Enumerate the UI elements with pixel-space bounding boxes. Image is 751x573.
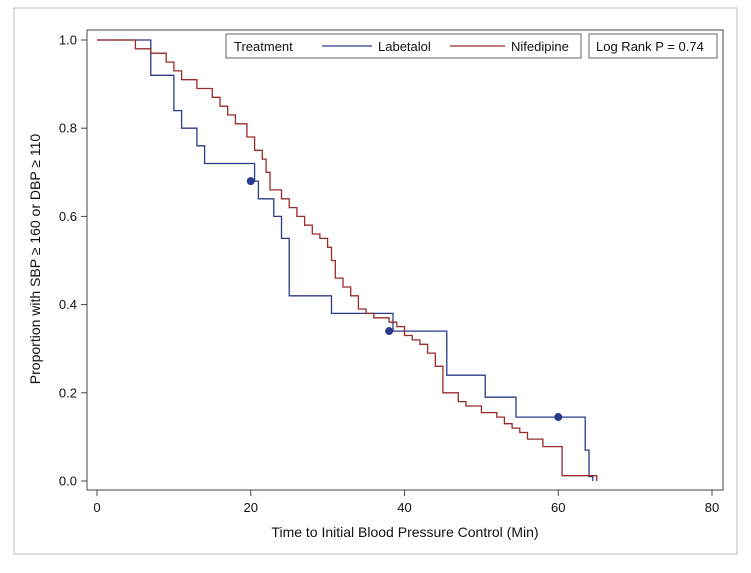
logrank-annotation: Log Rank P = 0.74 (596, 39, 704, 54)
logrank-box (588, 33, 718, 59)
legend-title: Treatment (234, 39, 293, 54)
y-tick-label: 0.6 (59, 209, 77, 224)
legend-label-labetalol: Labetalol (378, 39, 431, 54)
y-tick-label: 0.4 (59, 297, 77, 312)
series-layer (97, 39, 598, 481)
x-tick-label: 40 (397, 500, 411, 515)
x-tick-label: 80 (705, 500, 719, 515)
legend: Treatment Labetalol Nifedipine Log Rank … (225, 33, 718, 59)
series-line-labetalol (97, 39, 594, 481)
y-axis: 0.0 0.2 0.4 0.6 0.8 1.0 (59, 33, 87, 489)
censor-point-labetalol (246, 177, 255, 186)
censor-point-labetalol (554, 413, 563, 422)
legend-box (225, 33, 582, 59)
x-axis-title: Time to Initial Blood Pressure Control (… (271, 524, 538, 540)
plot-frame (86, 29, 724, 491)
y-tick-label: 0.2 (59, 385, 77, 400)
x-tick-label: 20 (244, 500, 258, 515)
censor-point-labetalol (385, 327, 394, 336)
x-tick-label: 0 (93, 500, 100, 515)
y-tick-label: 0.8 (59, 121, 77, 136)
x-axis: 0 20 40 60 80 (93, 490, 719, 515)
legend-label-nifedipine: Nifedipine (511, 39, 569, 54)
x-tick-label: 60 (551, 500, 565, 515)
y-axis-title: Proportion with SBP ≥ 160 or DBP ≥ 110 (27, 134, 43, 385)
series-line-nifedipine (97, 39, 598, 481)
y-tick-label: 0.0 (59, 474, 77, 489)
y-tick-label: 1.0 (59, 33, 77, 48)
